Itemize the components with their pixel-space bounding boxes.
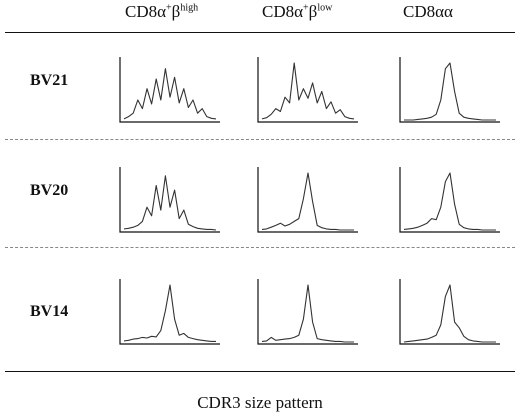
column-header-cd8aa: CD8αα — [403, 2, 453, 22]
row-divider — [5, 247, 515, 248]
column-header-sup: + — [303, 2, 309, 14]
column-header-mid: β — [308, 2, 318, 21]
column-header-base: CD8αα — [403, 2, 453, 21]
column-header-base: CD8α — [262, 2, 304, 21]
figure-caption: CDR3 size pattern — [197, 393, 323, 412]
spectratype-trace — [123, 68, 217, 120]
panel-axis — [399, 167, 500, 233]
column-header-sup: low — [317, 2, 333, 14]
panel-axis — [257, 167, 358, 233]
top-rule — [5, 32, 515, 33]
column-header-sup: high — [180, 2, 199, 14]
spectratype-trace — [123, 175, 217, 231]
column-header-sup: + — [166, 2, 172, 14]
panel-axis — [399, 57, 500, 123]
panel-axis — [399, 279, 500, 345]
spectratype-trace — [404, 62, 496, 121]
bottom-rule — [5, 371, 515, 372]
column-header-base: CD8α — [125, 2, 167, 21]
column-header-cd8ab-high: CD8α+βhigh — [125, 2, 198, 22]
panel-axis — [119, 57, 220, 123]
panel-axis — [119, 279, 220, 345]
panel-axis — [257, 57, 358, 123]
panel-axis — [119, 167, 220, 233]
row-divider — [5, 139, 515, 140]
column-header-mid: β — [171, 2, 181, 21]
spectratype-trace — [261, 62, 355, 120]
row-label-bv14: BV14 — [30, 303, 69, 320]
spectratype-trace — [261, 284, 354, 343]
spectratype-trace — [123, 284, 216, 342]
row-label-bv21: BV21 — [30, 72, 69, 89]
column-header-cd8ab-low: CD8α+βlow — [262, 2, 332, 22]
spectratype-trace — [403, 172, 496, 231]
spectratype-trace — [403, 284, 496, 343]
panel-axis — [257, 279, 358, 345]
row-label-bv20: BV20 — [30, 182, 69, 199]
spectratype-trace — [261, 172, 354, 231]
